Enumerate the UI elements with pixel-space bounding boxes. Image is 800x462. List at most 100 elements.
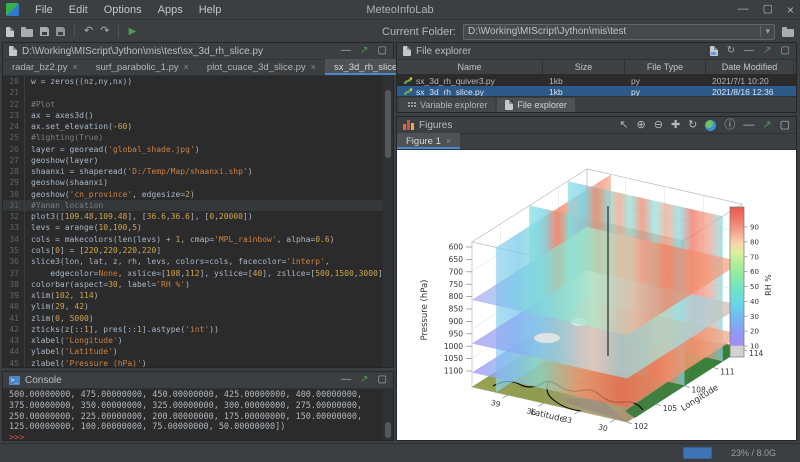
panel-minimize-icon[interactable]: — [744, 46, 754, 56]
file-row[interactable]: sx_3d_rh_quiver3.py1kbpy2021/7/1 10:20 [397, 75, 796, 86]
panel-minimize-icon[interactable]: — [341, 375, 351, 385]
code-line[interactable]: 38colorbar(aspect=30, label='RH %') [3, 279, 383, 290]
tab-figure-1[interactable]: Figure 1 × [397, 133, 460, 149]
code-line[interactable]: 29geoshow(shaanxi) [3, 177, 383, 188]
save-icon[interactable] [40, 27, 49, 36]
code-line[interactable]: 33levs = arange(10,100,5) [3, 222, 383, 233]
panel-maximize-icon[interactable]: ▢ [378, 46, 387, 56]
code-line[interactable]: 27geoshow(layer) [3, 155, 383, 166]
console-scrollbar[interactable] [383, 389, 393, 440]
code-line[interactable]: 36slice3(lon, lat, z, rh, levs, colors=c… [3, 256, 383, 267]
full-extent-globe-icon[interactable] [705, 120, 716, 131]
line-number: 41 [3, 313, 25, 324]
column-header-date-modified[interactable]: Date Modified [706, 60, 794, 74]
panel-minimize-icon[interactable]: — [341, 46, 351, 56]
code-line[interactable]: 24ax.set_elevation(-60) [3, 121, 383, 132]
tab-label: radar_bz2.py [12, 62, 67, 73]
zoom-out-icon[interactable]: ⊖ [654, 120, 663, 131]
code-line[interactable]: 45zlabel('Pressure (hPa)') [3, 358, 383, 367]
code-line[interactable]: 41zlim(0, 5000) [3, 313, 383, 324]
code-editor[interactable]: 20w = zeros((nz,ny,nx))2122#Plot23ax = a… [3, 76, 383, 367]
tab-variable-explorer[interactable]: Variable explorer [399, 98, 495, 112]
editor-scrollbar[interactable] [383, 76, 393, 367]
window-maximize-icon[interactable]: ▢ [763, 4, 773, 15]
tick-label: 900 [449, 317, 464, 326]
code-line[interactable]: 31#Yanan location [3, 200, 383, 211]
code-line[interactable]: 44ylabel('Latitude') [3, 346, 383, 357]
column-header-name[interactable]: Name [397, 60, 543, 74]
browse-folder-icon[interactable] [782, 29, 794, 37]
open-in-editor-icon[interactable] [710, 46, 718, 56]
code-line[interactable]: 35cols[0] = [220,220,220,220] [3, 245, 383, 256]
line-number: 40 [3, 301, 25, 312]
redo-icon[interactable]: ↷ [100, 26, 109, 37]
code-line[interactable]: 32plot3([109.48,109.48], [36.6,36.6], [0… [3, 211, 383, 222]
save-as-icon[interactable] [56, 27, 65, 36]
refresh-icon[interactable]: ↻ [727, 46, 735, 56]
editor-tab-radar_bz2.py[interactable]: radar_bz2.py × [3, 59, 87, 75]
close-icon[interactable]: × [184, 62, 189, 72]
console-output[interactable]: 500.00000000, 475.00000000, 450.00000000… [3, 389, 383, 440]
current-folder-select[interactable]: D:\Working\MIScript\Jython\mis\test ▾ [463, 24, 775, 40]
menu-item-options[interactable]: Options [96, 4, 150, 16]
undo-icon[interactable]: ↶ [84, 26, 93, 37]
panel-maximize-icon[interactable]: ▢ [378, 375, 387, 385]
code-line[interactable]: 26layer = georead('global_shade.jpg') [3, 144, 383, 155]
figure-canvas[interactable]: 600650700750800850900950100010501100 393… [397, 150, 796, 440]
close-icon[interactable]: × [311, 62, 316, 72]
panel-float-icon[interactable]: ↗ [360, 375, 368, 385]
code-line[interactable]: 21 [3, 87, 383, 98]
code-line[interactable]: 25#lighting(True) [3, 132, 383, 143]
menu-item-apps[interactable]: Apps [150, 4, 191, 16]
code-line[interactable]: 37 edgecolor=None, xslice=[108,112], ysl… [3, 268, 383, 279]
pan-icon[interactable]: ✚ [671, 120, 680, 131]
menu-item-file[interactable]: File [27, 4, 61, 16]
code-line[interactable]: 34cols = makecolors(len(levs) + 1, cmap=… [3, 234, 383, 245]
rotate-icon[interactable]: ↻ [688, 120, 697, 131]
editor-tab-plot_cuace_3d_slice.py[interactable]: plot_cuace_3d_slice.py× [198, 59, 325, 75]
python-file-icon [403, 76, 413, 86]
file-explorer-panel: File explorer ↻ — ↗ ▢ NameSizeFile TypeD… [396, 42, 797, 113]
code-line[interactable]: 43xlabel('Longitude') [3, 335, 383, 346]
column-header-file-type[interactable]: File Type [625, 60, 706, 74]
code-line[interactable]: 23ax = axes3d() [3, 110, 383, 121]
tick-label: 10 [750, 343, 759, 351]
open-file-icon[interactable] [21, 29, 33, 37]
tick-label: 30 [750, 313, 759, 321]
panel-minimize-icon[interactable]: — [743, 120, 754, 131]
code-line[interactable]: 28shaanxi = shaperead('D:/Temp/Map/shaan… [3, 166, 383, 177]
code-line[interactable]: 20w = zeros((nz,ny,nx)) [3, 76, 383, 87]
panel-maximize-icon[interactable]: ▢ [780, 120, 790, 131]
zoom-in-icon[interactable]: ⊕ [637, 120, 646, 131]
select-arrow-icon[interactable]: ↖ [619, 120, 628, 131]
menu-item-edit[interactable]: Edit [61, 4, 96, 16]
new-file-icon[interactable] [6, 27, 14, 37]
panel-float-icon[interactable]: ↗ [360, 46, 368, 56]
identify-info-icon[interactable]: ⓘ [724, 120, 735, 131]
code-line[interactable]: 30geoshow('cn_province', edgesize=2) [3, 189, 383, 200]
tick-label: 90 [750, 224, 759, 232]
menu-item-help[interactable]: Help [191, 4, 230, 16]
tick-label: 650 [449, 255, 464, 264]
editor-tab-bar: radar_bz2.py×surf_parabolic_1.py×plot_cu… [3, 60, 393, 76]
panel-float-icon[interactable]: ↗ [763, 46, 771, 56]
table-icon [407, 101, 416, 108]
window-minimize-icon[interactable]: — [738, 4, 749, 15]
code-line[interactable]: 22#Plot [3, 99, 383, 110]
close-icon[interactable]: × [72, 62, 77, 72]
chevron-down-icon[interactable]: ▾ [760, 26, 770, 37]
code-line[interactable]: 39xlim(102, 114) [3, 290, 383, 301]
console-prompt[interactable]: >>> [9, 433, 377, 440]
panel-float-icon[interactable]: ↗ [762, 120, 771, 131]
panel-maximize-icon[interactable]: ▢ [781, 46, 790, 56]
file-icon [9, 46, 17, 56]
close-icon[interactable]: × [446, 136, 451, 146]
run-script-icon[interactable]: ▶ [128, 27, 136, 37]
console-header: >_ Console — ↗ ▢ [3, 372, 393, 389]
code-line[interactable]: 42zticks(z[::1], pres[::1].astype('int')… [3, 324, 383, 335]
window-close-icon[interactable]: × [787, 4, 794, 16]
editor-tab-surf_parabolic_1.py[interactable]: surf_parabolic_1.py× [87, 59, 198, 75]
code-line[interactable]: 40ylim(29, 42) [3, 301, 383, 312]
column-header-size[interactable]: Size [543, 60, 625, 74]
tab-file-explorer[interactable]: File explorer [497, 98, 575, 112]
